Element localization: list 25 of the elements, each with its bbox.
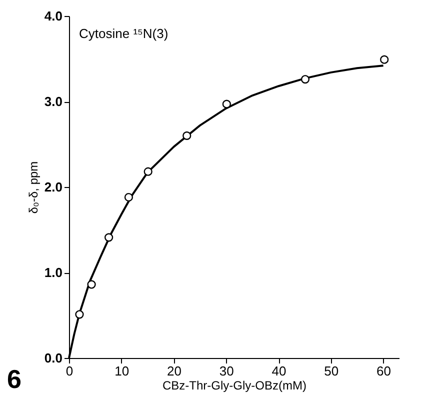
y-tick-label: 2.0: [44, 180, 62, 194]
y-axis-title: δ₀-δ, ppm: [26, 161, 40, 214]
y-tick-label: 1.0: [44, 265, 62, 280]
x-tick-label: 30: [219, 364, 234, 378]
x-tick-label: 60: [376, 364, 392, 378]
y-tick-label: 4.0: [44, 8, 62, 24]
x-tick-label: 40: [272, 364, 286, 378]
point: [104, 233, 114, 242]
point: [380, 55, 389, 64]
y-tick-label: 0.0: [44, 350, 62, 366]
point: [124, 192, 134, 202]
text: 6: [7, 364, 22, 394]
annotation: Cytosine ¹⁵N(3): [79, 26, 168, 41]
point: [182, 131, 192, 140]
point: [222, 100, 231, 108]
point: [75, 310, 84, 319]
point: [300, 74, 310, 84]
point: [144, 167, 152, 176]
x-tick-label: 10: [114, 364, 130, 378]
point: [87, 280, 96, 289]
y-tick-label: 3.0: [44, 94, 62, 109]
x-tick-label: 0: [66, 364, 74, 378]
x-axis-title: CBz-Thr-Gly-Gly-OBz(mM): [162, 378, 306, 392]
x-tick-label: 50: [324, 364, 339, 378]
x-tick-label: 20: [167, 364, 182, 378]
